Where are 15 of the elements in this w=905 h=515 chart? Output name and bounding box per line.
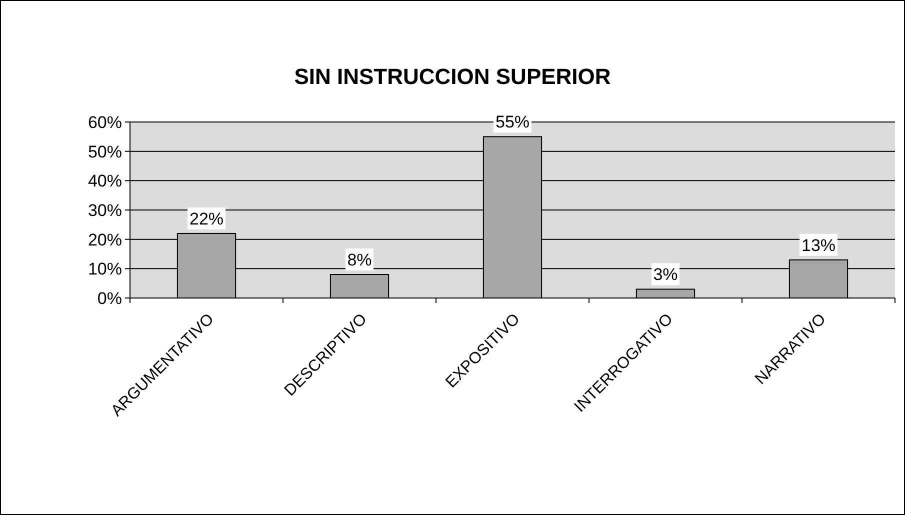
data-label: 13%	[801, 236, 836, 255]
y-tick-label: 0%	[97, 288, 122, 308]
y-tick-label: 40%	[88, 172, 122, 191]
bar	[330, 274, 390, 298]
data-label: 8%	[347, 250, 372, 270]
data-label: 22%	[189, 209, 224, 228]
y-tick-label: 50%	[88, 142, 122, 162]
y-tick-label: 60%	[88, 112, 122, 132]
y-tick-label: 10%	[88, 260, 122, 279]
data-label: 55%	[495, 112, 530, 132]
bar	[636, 288, 696, 298]
data-label: 3%	[653, 265, 678, 284]
chart-title: SIN INSTRUCCION SUPERIOR	[294, 64, 611, 89]
y-tick-label: 30%	[88, 200, 122, 220]
y-tick-label: 20%	[88, 230, 122, 250]
